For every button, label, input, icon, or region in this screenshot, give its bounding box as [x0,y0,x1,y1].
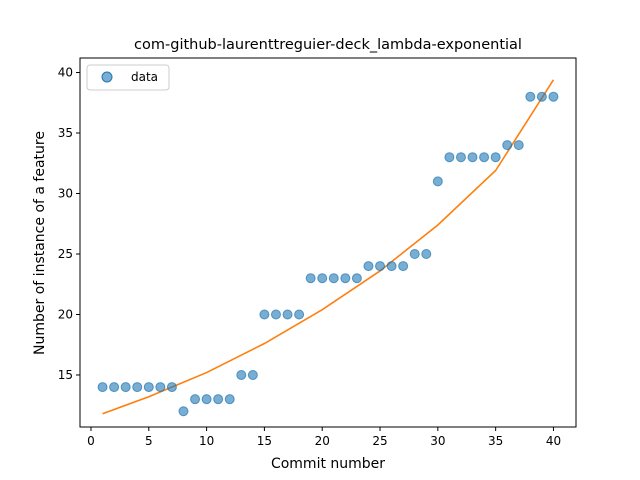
y-tick-label: 15 [58,368,73,382]
data-point [109,382,120,393]
data-point [247,369,258,380]
data-point [201,394,212,405]
data-point [328,273,339,284]
y-tick-label: 40 [58,66,73,80]
data-point [270,309,281,320]
data-point [132,382,143,393]
y-tick-label: 30 [58,187,73,201]
data-point [421,248,432,259]
x-tick-label: 10 [199,434,214,448]
data-point [386,261,397,272]
y-axis: 15 20 25 30 35 40 [58,66,80,382]
data-point [224,394,235,405]
data-point [467,152,478,163]
data-point [155,382,166,393]
data-point [282,309,293,320]
chart-title: com-github-laurenttreguier-deck_lambda-e… [134,37,522,53]
data-point [536,91,547,102]
data-point [502,140,513,151]
data-point [97,382,108,393]
data-point [444,152,455,163]
data-point [166,382,177,393]
x-axis-title: Commit number [271,456,385,472]
data-point [259,309,270,320]
data-point [213,394,224,405]
data-point [294,309,305,320]
data-point [409,248,420,259]
data-point [363,261,374,272]
data-point [317,273,328,284]
y-axis-title: Number of instance of a feature [32,131,48,355]
legend-marker-data [101,71,113,83]
data-point [351,273,362,284]
data-point [143,382,154,393]
data-point [178,406,189,417]
x-tick-label: 15 [257,434,272,448]
data-point [548,91,559,102]
axes-frame [79,57,577,428]
legend-label-data: data [131,70,158,84]
legend: data [86,64,170,91]
x-tick-label: 40 [546,434,561,448]
x-tick-label: 0 [87,434,95,448]
data-point [490,152,501,163]
data-point [375,261,386,272]
x-tick-label: 20 [315,434,330,448]
data-point [398,261,409,272]
data-point [190,394,201,405]
data-point [432,176,443,187]
data-point [479,152,490,163]
x-tick-label: 35 [488,434,503,448]
plot-area [97,79,559,417]
x-tick-label: 25 [372,434,387,448]
legend-box [86,64,170,91]
y-tick-label: 25 [58,247,73,261]
data-point [455,152,466,163]
y-tick-label: 20 [58,307,73,321]
y-tick-label: 35 [58,126,73,140]
x-axis: 0 5 10 15 20 25 30 35 40 [87,427,561,448]
data-point [525,91,536,102]
data-point [340,273,351,284]
x-tick-label: 30 [430,434,445,448]
data-point [305,273,316,284]
data-point [120,382,131,393]
data-point [236,369,247,380]
data-point [513,140,524,151]
x-tick-label: 5 [145,434,153,448]
